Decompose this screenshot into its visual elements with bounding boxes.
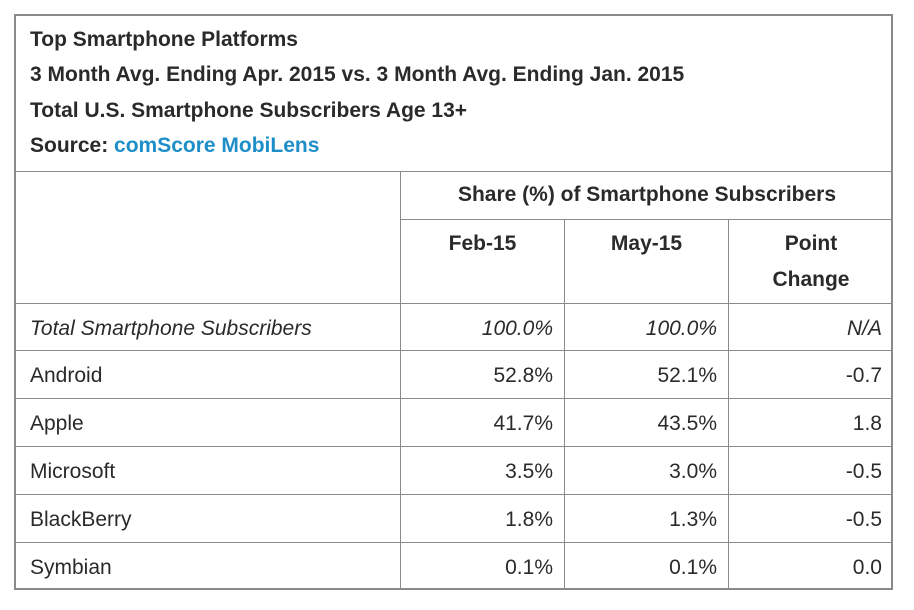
cell-may: 52.1% [657, 364, 717, 387]
row-label: BlackBerry [30, 508, 132, 531]
row-divider [16, 303, 893, 304]
cell-change: N/A [846, 317, 882, 340]
col-divider [728, 219, 729, 590]
table-population: Total U.S. Smartphone Subscribers Age 13… [30, 99, 468, 122]
row-divider [400, 219, 893, 220]
cell-change: -0.5 [845, 460, 882, 483]
cell-feb: 0.1% [505, 556, 553, 579]
col-divider [400, 172, 401, 590]
row-divider [16, 398, 893, 399]
cell-may: 100.0% [645, 317, 717, 340]
row-divider [16, 350, 893, 351]
row-label: Apple [30, 412, 84, 435]
cell-may: 3.0% [669, 460, 717, 483]
cell-may: 1.3% [669, 508, 717, 531]
cell-change: 0.0 [852, 556, 882, 579]
row-divider [16, 446, 893, 447]
row-label: Symbian [30, 556, 112, 579]
column-header-may: May-15 [610, 232, 683, 255]
cell-feb: 3.5% [505, 460, 553, 483]
table-title: Top Smartphone Platforms [30, 28, 298, 51]
cell-may: 43.5% [657, 412, 717, 435]
cell-change: -0.5 [845, 508, 882, 531]
row-label: Total Smartphone Subscribers [30, 317, 312, 340]
cell-feb: 52.8% [493, 364, 553, 387]
source-link[interactable]: comScore MobiLens [114, 134, 320, 157]
cell-change: -0.7 [845, 364, 882, 387]
table-subtitle: 3 Month Avg. Ending Apr. 2015 vs. 3 Mont… [30, 63, 685, 86]
cell-feb: 41.7% [493, 412, 553, 435]
col-divider [564, 219, 565, 590]
cell-change: 1.8 [852, 412, 882, 435]
table-header: Top Smartphone Platforms 3 Month Avg. En… [16, 16, 891, 172]
cell-may: 0.1% [669, 556, 717, 579]
column-header-feb: Feb-15 [448, 232, 517, 255]
row-divider [16, 542, 893, 543]
column-header-point: Point [784, 232, 838, 255]
source-label: Source: [30, 134, 109, 157]
row-label: Android [30, 364, 103, 387]
column-header-change: Change [772, 268, 850, 291]
group-header: Share (%) of Smartphone Subscribers [457, 183, 837, 206]
row-divider [16, 494, 893, 495]
cell-feb: 1.8% [505, 508, 553, 531]
source-line: Source: comScore MobiLens [30, 134, 319, 158]
row-label: Microsoft [30, 460, 116, 483]
table-container: Top Smartphone Platforms 3 Month Avg. En… [14, 14, 893, 590]
cell-feb: 100.0% [481, 317, 553, 340]
